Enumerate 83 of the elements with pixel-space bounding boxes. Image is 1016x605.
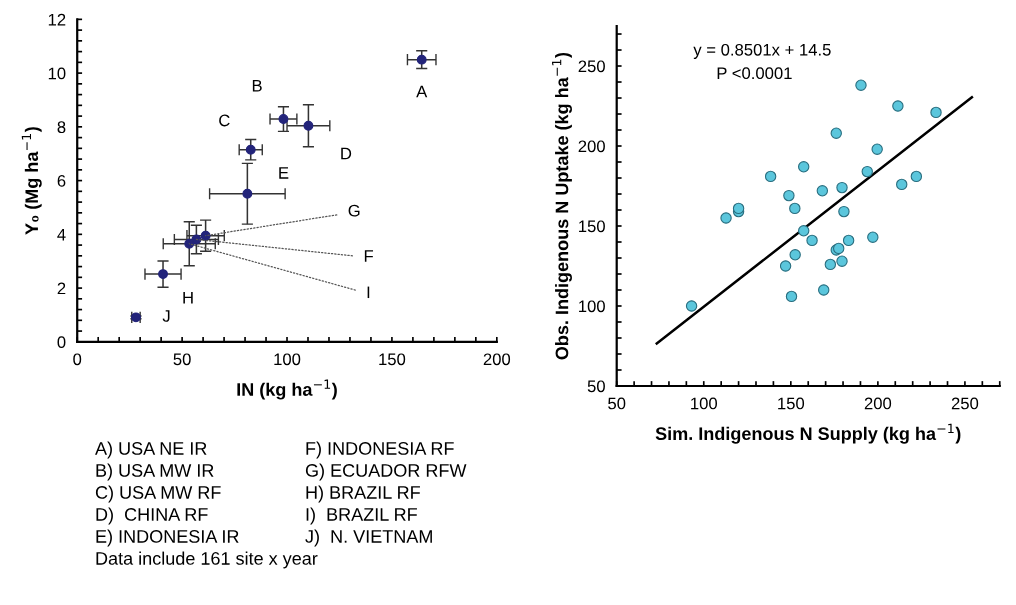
point [842, 234, 855, 247]
point [785, 290, 798, 303]
text: D) CHINA RF [96, 507, 208, 525]
y-axis-title: Y₀ (Mg ha$^{−1}$) [21, 127, 42, 235]
text: H) BRAZIL RF [306, 485, 420, 503]
point [158, 269, 168, 280]
y-tick-label: 100 [579, 300, 605, 313]
annotation: y = 0.8501x + 14.5 [693, 43, 831, 59]
text: E) INDONESIA IR [96, 529, 239, 547]
annotation: E [279, 167, 289, 179]
point [416, 54, 427, 65]
y-tick-label: 0 [57, 336, 66, 349]
y-tick-label: 50 [587, 380, 605, 393]
y-tick-label: 12 [48, 13, 66, 26]
point [855, 79, 867, 91]
annotation: A [416, 85, 428, 98]
x-tick-label: 50 [173, 353, 191, 366]
y-tick-label: 4 [57, 228, 66, 241]
y-tick-label: 6 [57, 174, 66, 187]
x-tick-label: 100 [691, 397, 718, 410]
point [789, 202, 801, 215]
text: B) USA MW IR [96, 463, 214, 481]
point [896, 178, 908, 191]
x-tick-label: 250 [951, 397, 979, 410]
point [836, 255, 848, 267]
text: Data include 161 site x year [96, 551, 318, 569]
point [303, 120, 314, 131]
y-tick-label: 250 [578, 60, 605, 73]
point [278, 114, 289, 125]
text: I) BRAZIL RF [306, 507, 417, 525]
x-tick-label: 150 [778, 397, 805, 410]
point [818, 284, 830, 296]
point [685, 300, 698, 312]
y-tick-label: 200 [578, 140, 605, 153]
text: A) USA NE IR [95, 441, 207, 459]
annotation: I [367, 286, 370, 299]
point [816, 185, 829, 197]
annotation: J [162, 310, 170, 322]
annotation: B [252, 79, 262, 92]
point [797, 161, 810, 173]
y-axis-title: Obs. Indigenous N Uptake (kg ha$^{−1}$) [552, 52, 572, 360]
text: C) USA MW RF [95, 485, 221, 503]
point [836, 181, 848, 194]
point [838, 205, 850, 218]
text: J) N. VIETNAM [305, 529, 432, 547]
point [720, 212, 732, 224]
x-tick-label: 0 [73, 353, 82, 366]
x-axis-title: Sim. Indigenous N Supply (kg ha$^{−1}$) [655, 423, 961, 444]
point [910, 170, 923, 183]
point [789, 249, 801, 261]
y-tick-label: 8 [57, 121, 66, 134]
x-tick-label: 150 [379, 353, 406, 366]
point [764, 170, 777, 183]
point [184, 238, 195, 249]
point [892, 100, 904, 112]
point [783, 189, 795, 202]
point [930, 106, 942, 119]
x-tick-label: 200 [483, 353, 511, 366]
point [871, 143, 883, 155]
x-tick-label: 200 [864, 397, 892, 410]
point [779, 260, 792, 272]
text: F) INDONESIA RF [306, 441, 454, 459]
annotation: F [364, 250, 374, 262]
x-axis-title: IN (kg ha$^{−1}$) [237, 379, 337, 400]
y-tick-label: 2 [57, 282, 66, 295]
annotation: H [183, 291, 193, 304]
annotation: C [219, 114, 230, 127]
annotation: G [348, 204, 360, 217]
text: G) ECUADOR RFW [305, 463, 467, 481]
point [830, 127, 842, 139]
point [806, 234, 818, 247]
annotation: P <0.0001 [717, 67, 792, 80]
point [861, 165, 873, 178]
y-tick-label: 150 [579, 220, 605, 233]
x-tick-label: 50 [608, 397, 626, 410]
point [867, 231, 879, 243]
x-tick-label: 100 [274, 353, 301, 366]
y-tick-label: 10 [48, 67, 66, 80]
point [797, 225, 810, 237]
annotation: D [341, 147, 352, 160]
point [242, 188, 253, 199]
point [824, 258, 837, 271]
point [245, 144, 256, 155]
